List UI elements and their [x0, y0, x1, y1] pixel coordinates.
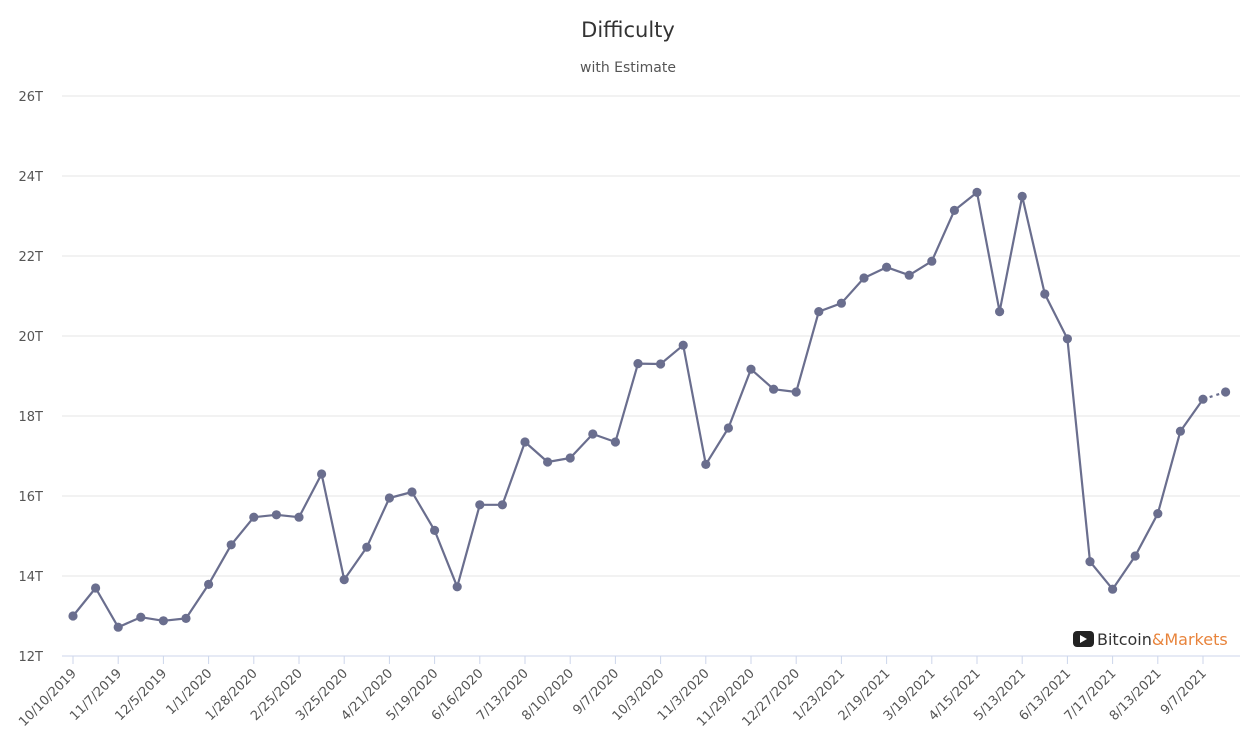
data-point[interactable]	[769, 384, 779, 394]
data-point[interactable]	[1062, 334, 1072, 344]
data-point[interactable]	[158, 616, 168, 626]
data-point[interactable]	[1198, 394, 1208, 404]
data-point[interactable]	[836, 298, 847, 308]
brand-logo-text: Bitcoin&Markets	[1097, 630, 1228, 649]
data-point[interactable]	[656, 359, 666, 369]
data-point[interactable]	[949, 205, 960, 215]
data-point[interactable]	[1040, 289, 1050, 299]
data-point[interactable]	[1108, 584, 1118, 594]
data-point[interactable]	[588, 429, 598, 439]
brand-word-2: &Markets	[1152, 630, 1228, 649]
y-tick-label: 14T	[19, 570, 44, 585]
data-point[interactable]	[633, 359, 643, 369]
data-point[interactable]	[814, 307, 824, 317]
y-axis-ticks: 12T 14T 16T 18T 20T 22T 24T 26T	[19, 90, 44, 665]
data-point[interactable]	[384, 493, 394, 503]
data-point[interactable]	[859, 273, 869, 283]
series-line	[72, 191, 1204, 629]
data-point[interactable]	[452, 582, 462, 592]
data-point[interactable]	[927, 256, 937, 266]
data-point[interactable]	[113, 622, 123, 632]
data-point[interactable]	[271, 510, 281, 520]
chart-subtitle: with Estimate	[580, 60, 676, 76]
data-point[interactable]	[430, 525, 440, 536]
data-point[interactable]	[475, 500, 485, 510]
y-tick-label: 26T	[19, 90, 44, 105]
data-point[interactable]	[723, 423, 734, 433]
data-point[interactable]	[520, 437, 530, 447]
data-point[interactable]	[972, 187, 982, 197]
data-point[interactable]	[362, 542, 372, 552]
data-point[interactable]	[565, 453, 575, 463]
x-tick-label: 10/10/2019	[16, 666, 80, 730]
y-gridlines	[62, 95, 1240, 577]
y-tick-label: 16T	[19, 490, 44, 505]
data-point[interactable]	[204, 579, 214, 590]
data-point[interactable]	[1153, 508, 1163, 519]
data-point[interactable]	[701, 459, 711, 469]
data-point[interactable]	[91, 583, 101, 593]
data-point[interactable]	[678, 340, 688, 350]
chart-title: Difficulty	[581, 18, 675, 42]
data-point[interactable]	[226, 540, 236, 550]
data-point[interactable]	[181, 613, 191, 624]
y-tick-label: 20T	[19, 330, 44, 345]
data-point[interactable]	[1085, 557, 1095, 567]
data-point[interactable]	[317, 469, 327, 479]
data-point[interactable]	[136, 612, 146, 622]
data-point[interactable]	[995, 307, 1005, 317]
data-point[interactable]	[1017, 191, 1027, 201]
y-tick-label: 12T	[19, 650, 44, 665]
data-point[interactable]	[1175, 426, 1185, 436]
y-tick-label: 22T	[19, 250, 44, 265]
data-point[interactable]	[904, 270, 914, 280]
data-point[interactable]	[339, 575, 349, 585]
y-tick-label: 24T	[19, 170, 44, 185]
difficulty-series	[68, 187, 1231, 632]
data-point[interactable]	[294, 512, 304, 522]
data-point[interactable]	[610, 437, 621, 447]
data-point[interactable]	[746, 364, 756, 374]
x-axis-ticks: 10/10/201911/7/201912/5/20191/1/20201/28…	[16, 656, 1210, 730]
y-tick-label: 18T	[19, 410, 44, 425]
x-tick-label: 9/7/2021	[1158, 666, 1210, 718]
play-icon-triangle	[1080, 635, 1087, 643]
brand-word-1: Bitcoin	[1097, 630, 1152, 649]
data-point[interactable]	[407, 487, 417, 497]
data-point[interactable]	[249, 512, 259, 522]
brand-watermark: Bitcoin&Markets	[1073, 630, 1228, 649]
data-point[interactable]	[497, 500, 507, 510]
data-point[interactable]	[68, 611, 78, 621]
data-point[interactable]	[882, 262, 892, 272]
data-point[interactable]	[1130, 551, 1140, 561]
data-point[interactable]	[543, 457, 553, 467]
estimate-point[interactable]	[1221, 387, 1231, 397]
data-point[interactable]	[791, 387, 801, 397]
